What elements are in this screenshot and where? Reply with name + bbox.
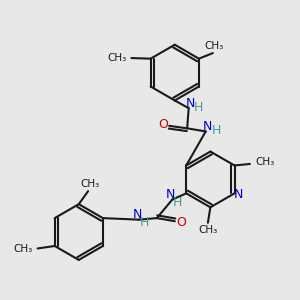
Text: CH₃: CH₃	[108, 53, 127, 63]
Text: H: H	[211, 124, 220, 137]
Text: N: N	[233, 188, 243, 201]
Text: CH₃: CH₃	[255, 158, 274, 167]
Text: CH₃: CH₃	[14, 244, 33, 254]
Text: O: O	[177, 216, 187, 229]
Text: O: O	[158, 118, 168, 131]
Text: H: H	[193, 101, 203, 114]
Text: CH₃: CH₃	[80, 179, 99, 189]
Text: N: N	[202, 120, 212, 133]
Text: N: N	[166, 188, 176, 201]
Text: H: H	[140, 216, 149, 229]
Text: H: H	[173, 196, 183, 208]
Text: CH₃: CH₃	[204, 41, 224, 51]
Text: CH₃: CH₃	[198, 226, 218, 236]
Text: N: N	[186, 97, 195, 110]
Text: N: N	[133, 208, 142, 221]
